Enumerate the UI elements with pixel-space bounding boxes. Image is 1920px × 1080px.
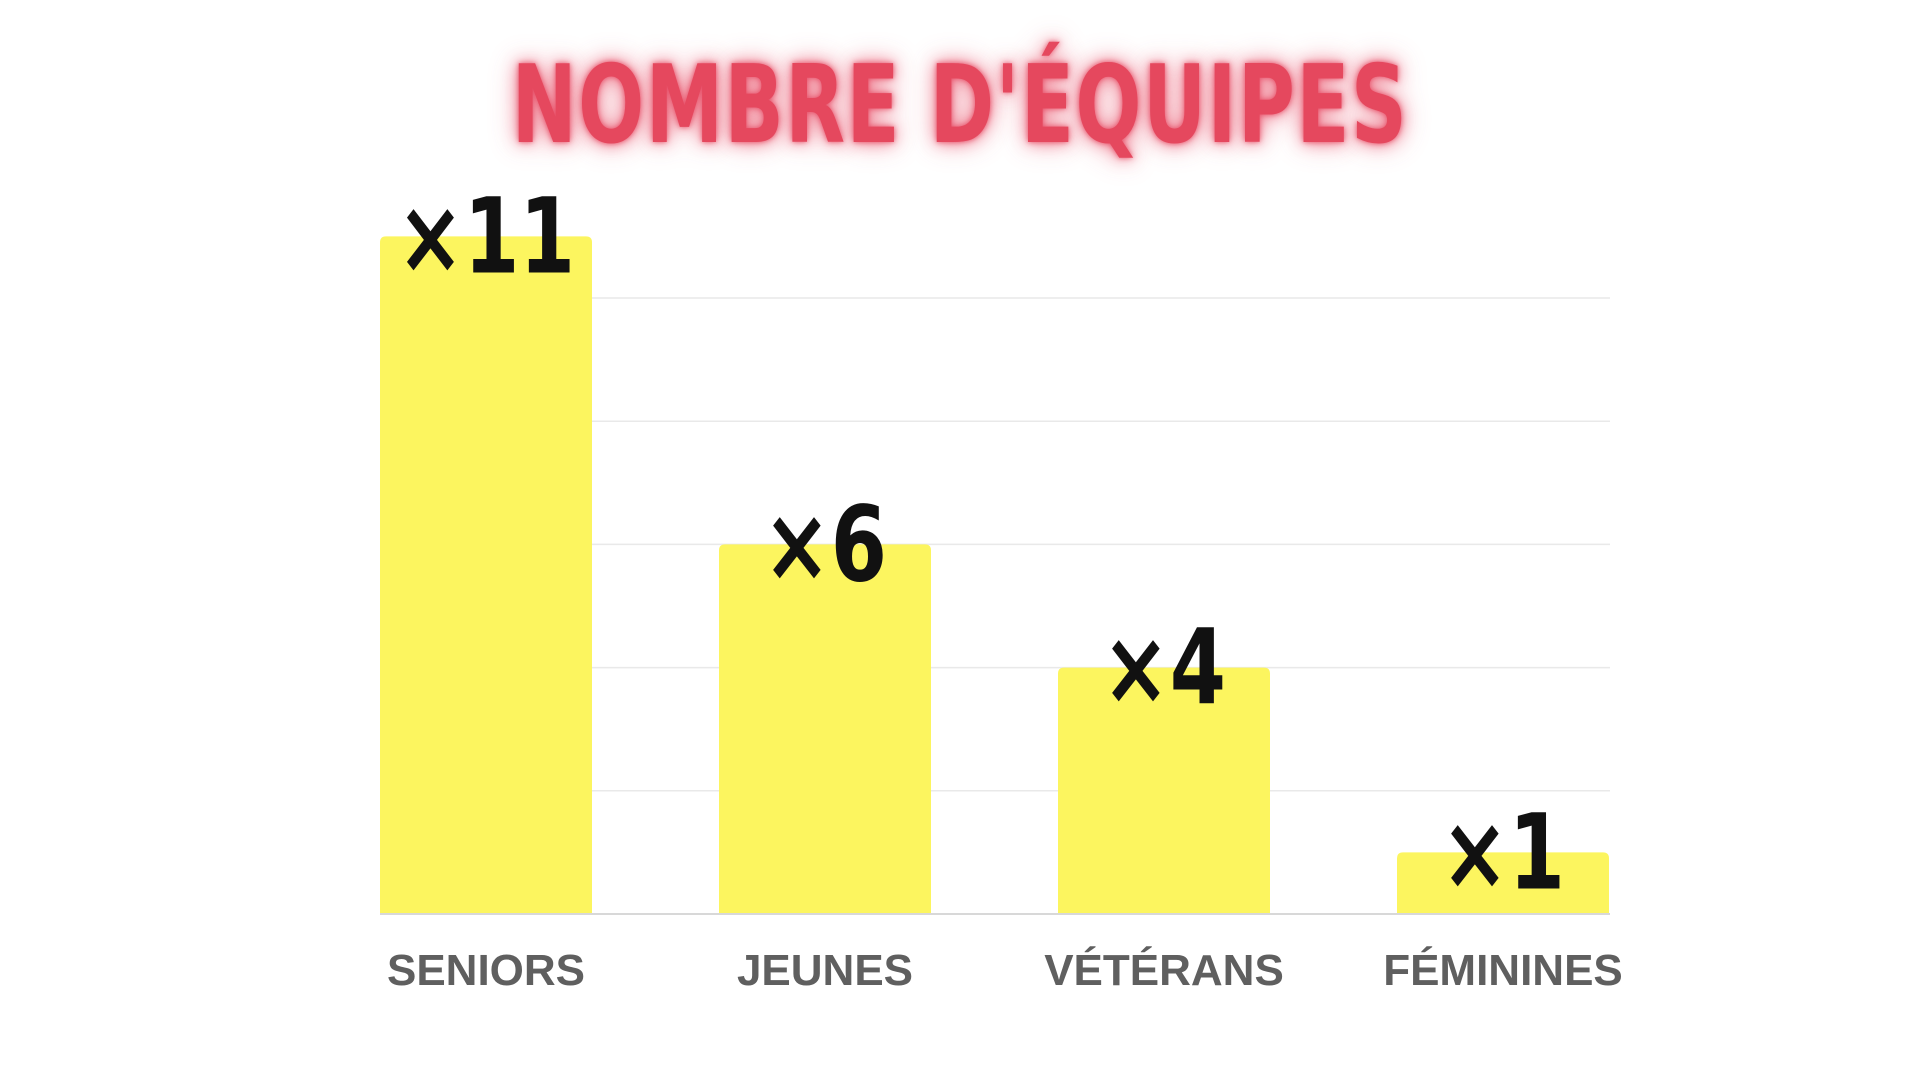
category-label: JEUNES [737, 946, 913, 995]
category-labels: SENIORS JEUNES VÉTÉRANS FÉMININES [387, 945, 1623, 995]
category-label: FÉMININES [1383, 945, 1623, 995]
data-label: ×1 [1441, 791, 1565, 913]
bar-vétérans [1058, 667, 1270, 914]
bar-féminines [1397, 852, 1609, 914]
data-label: ×4 [1102, 607, 1226, 729]
value-labels: ×11 ×6 ×4 ×1 [397, 175, 1565, 913]
data-label: ×11 [397, 175, 575, 297]
chart-title: NOMBRE D'ÉQUIPES [511, 43, 1409, 168]
bars [380, 236, 1609, 914]
data-label: ×6 [763, 483, 887, 605]
bar-jeunes [719, 544, 931, 914]
category-label: VÉTÉRANS [1044, 945, 1284, 995]
bar-seniors [380, 236, 592, 914]
category-label: SENIORS [387, 946, 585, 995]
